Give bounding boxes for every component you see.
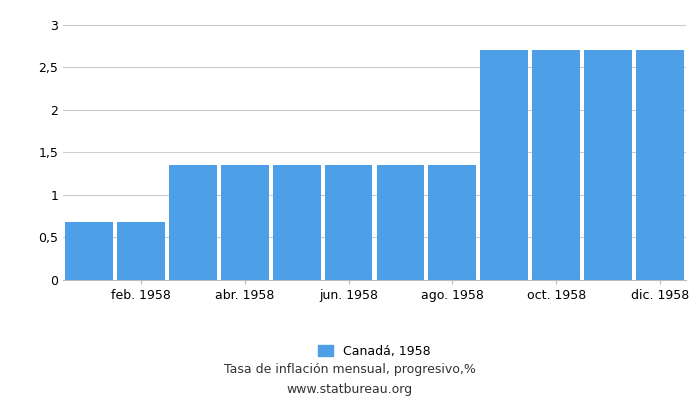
Bar	[65, 222, 113, 280]
Bar	[428, 165, 476, 280]
Bar	[584, 50, 632, 280]
Bar	[532, 50, 580, 280]
Legend: Canadá, 1958: Canadá, 1958	[313, 340, 436, 363]
Bar	[377, 165, 424, 280]
Bar	[636, 50, 684, 280]
Bar	[117, 222, 164, 280]
Bar	[169, 165, 217, 280]
Bar	[220, 165, 269, 280]
Text: Tasa de inflación mensual, progresivo,%: Tasa de inflación mensual, progresivo,%	[224, 364, 476, 376]
Bar	[325, 165, 372, 280]
Bar	[273, 165, 321, 280]
Text: www.statbureau.org: www.statbureau.org	[287, 384, 413, 396]
Bar	[480, 50, 528, 280]
